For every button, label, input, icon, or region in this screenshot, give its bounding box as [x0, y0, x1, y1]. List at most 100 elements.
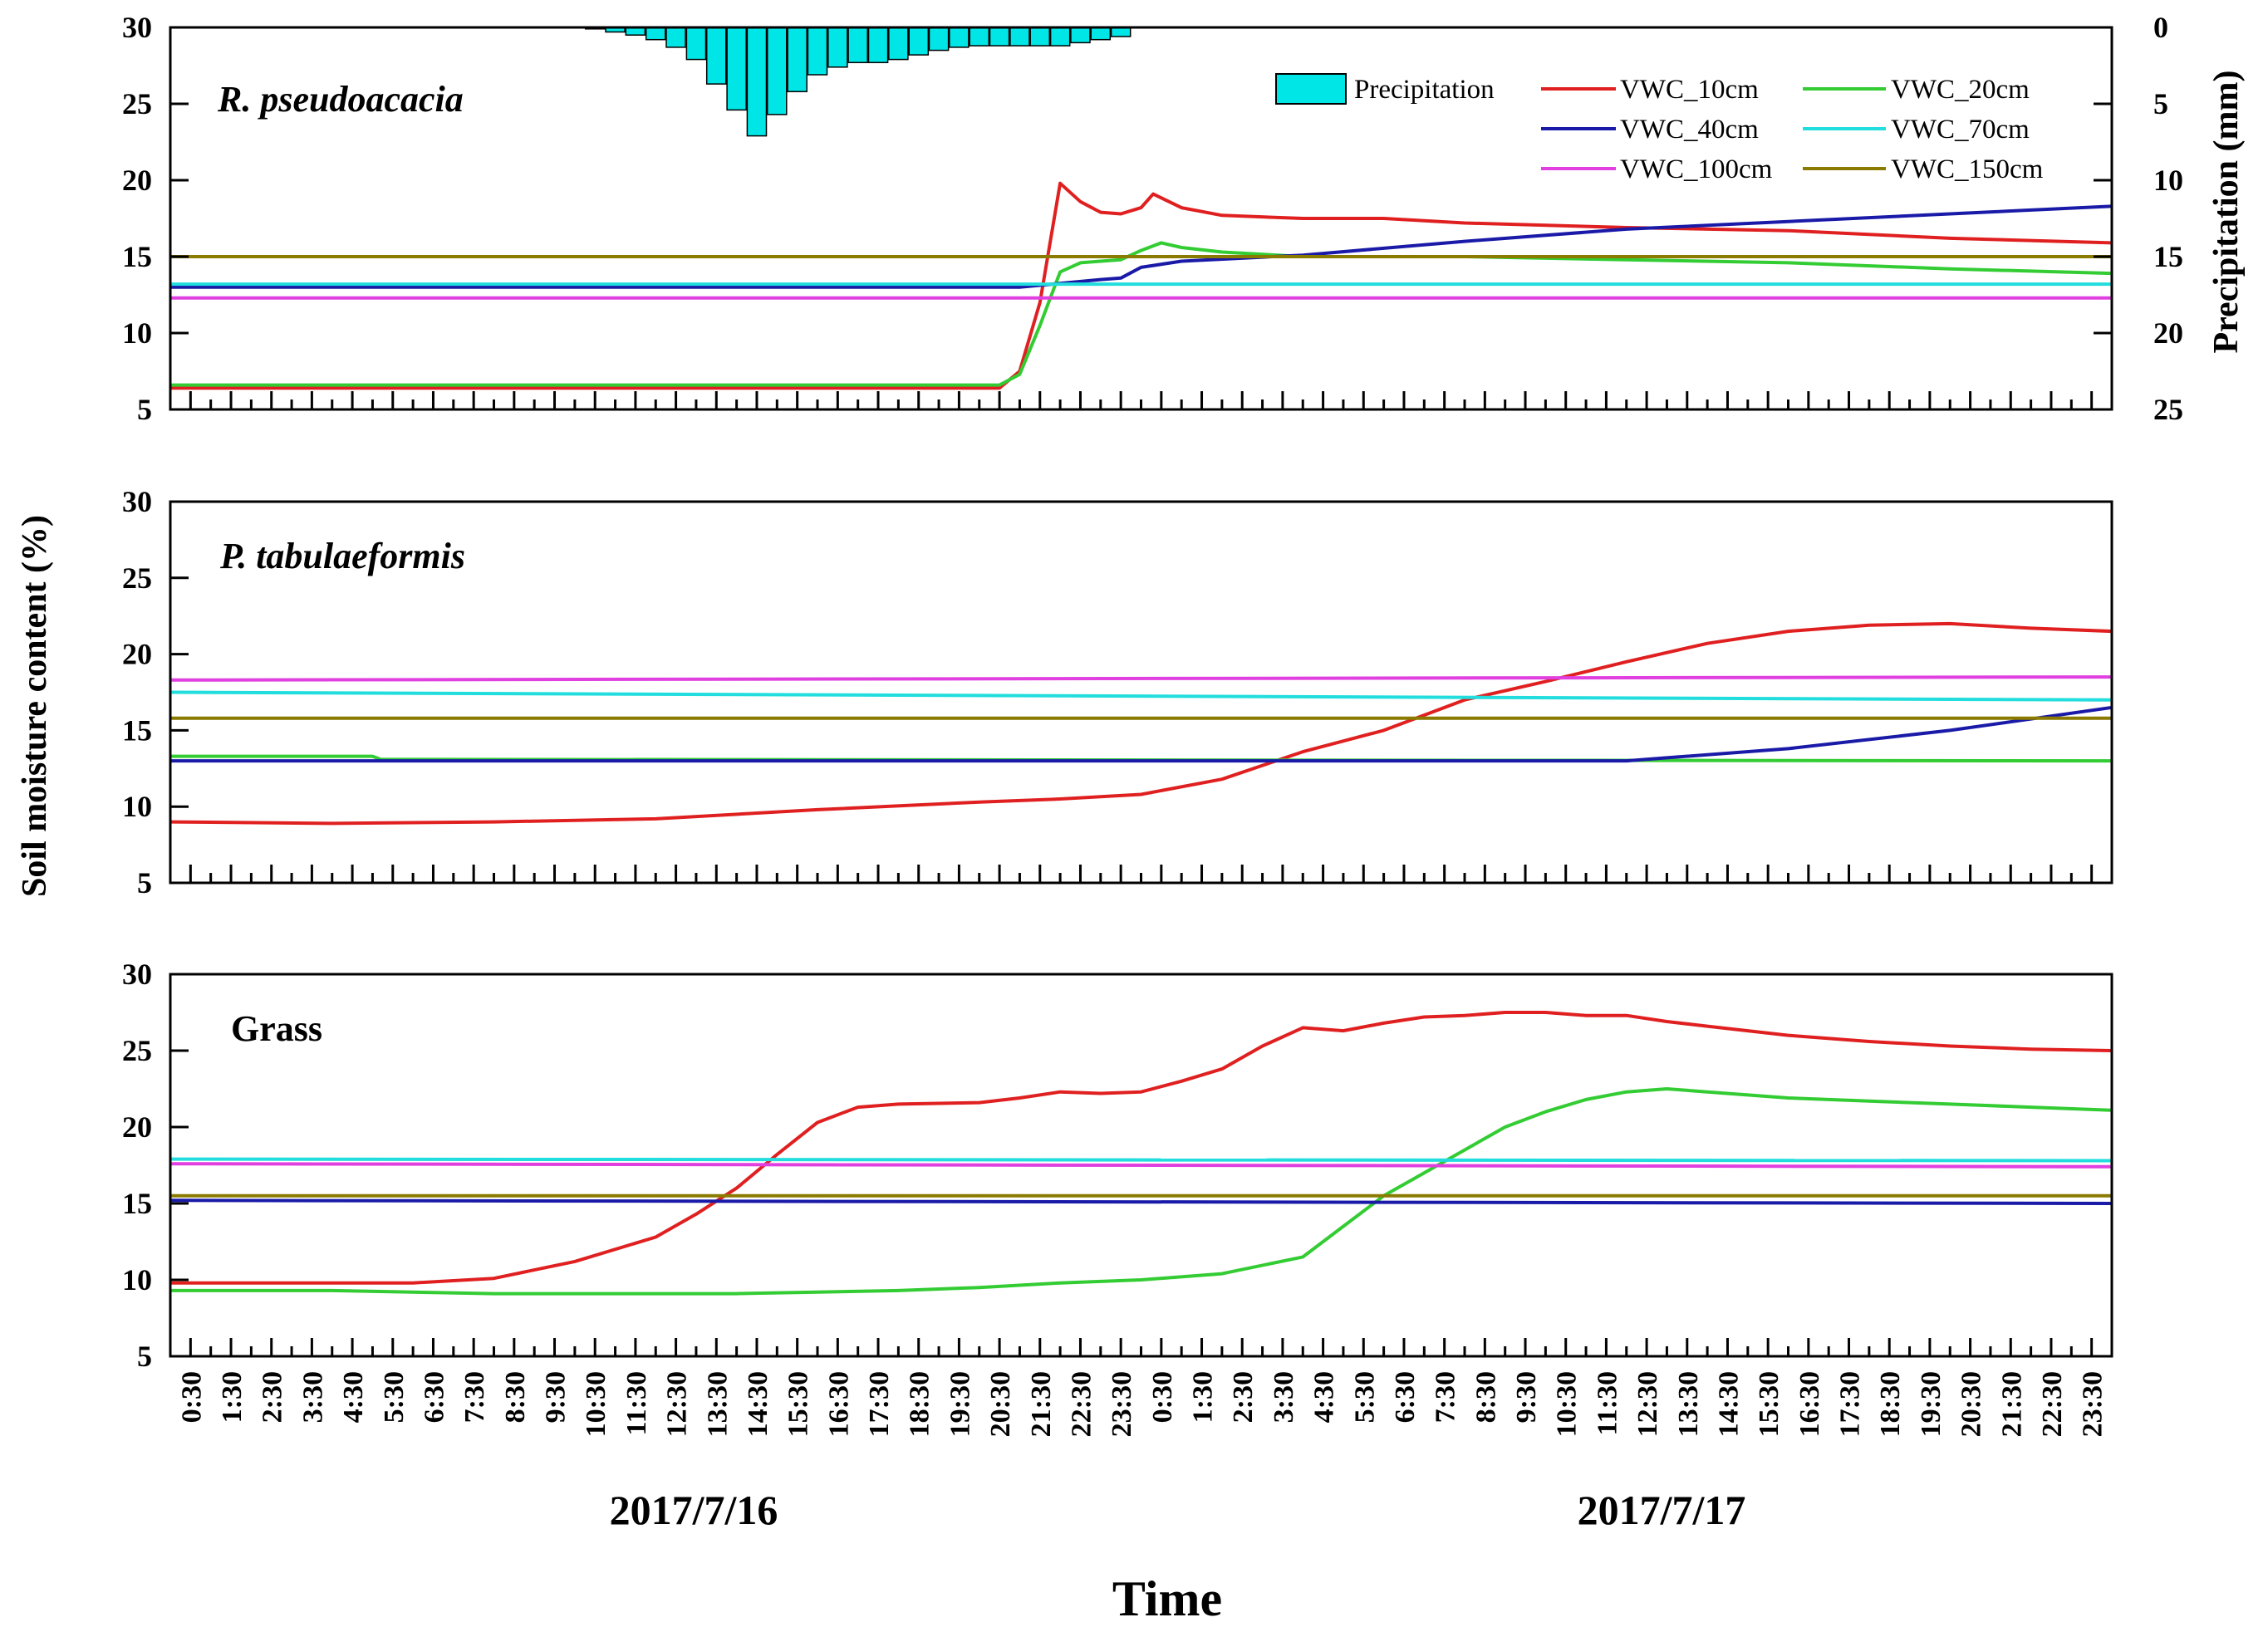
precipitation-bar [908, 27, 930, 56]
precipitation-bar [1090, 27, 1112, 41]
y-tick-label: 30 [122, 11, 152, 44]
x-tick-label: 9:30 [1511, 1371, 1542, 1423]
series-line-vwc-70cm [169, 690, 2113, 702]
y-tick-label: 25 [122, 1034, 152, 1067]
precipitation-bar [989, 27, 1010, 47]
precipitation-bar [969, 27, 990, 47]
x-tick-label: 12:30 [1632, 1371, 1663, 1437]
precipitation-bar [888, 27, 909, 61]
series-line-vwc-40cm [170, 705, 2113, 763]
y-tick-label: 5 [137, 1340, 152, 1373]
precipitation-bar [685, 27, 707, 61]
panel-title-p-tabulaeformis: P. tabulaeformis [219, 536, 465, 576]
precipitation-bar [847, 27, 868, 64]
x-tick-label: 6:30 [1390, 1371, 1421, 1423]
precipitation-bar [1070, 27, 1091, 44]
y2-tick-label: 15 [2153, 240, 2183, 273]
x-tick-label: 14:30 [743, 1371, 773, 1437]
legend-label-vwc-40cm: VWC_40cm [1620, 115, 1759, 145]
x-tick-label: 1:30 [1188, 1371, 1219, 1423]
legend-label-vwc-100cm: VWC_100cm [1620, 154, 1773, 184]
y-tick-label: 5 [137, 866, 152, 899]
x-tick-label: 22:30 [2037, 1371, 2068, 1437]
x-tick-label: 15:30 [1754, 1371, 1784, 1437]
x-tick-label: 15:30 [783, 1371, 814, 1437]
x-tick-label: 21:30 [1026, 1371, 1057, 1437]
y-tick-label: 15 [122, 1187, 152, 1220]
legend-label-vwc-150cm: VWC_150cm [1891, 154, 2044, 184]
x-tick-label: 23:30 [1107, 1371, 1137, 1437]
series-line-vwc-10cm [170, 1011, 2113, 1285]
legend-label-vwc-10cm: VWC_10cm [1620, 75, 1759, 105]
legend-label-vwc-70cm: VWC_70cm [1891, 115, 2030, 145]
y2-tick-label: 10 [2153, 164, 2183, 197]
x-tick-label: 22:30 [1067, 1371, 1097, 1437]
precipitation-bar [807, 27, 828, 76]
x-tick-label: 21:30 [1996, 1371, 2027, 1437]
series-line-vwc-70cm [169, 1157, 2113, 1163]
y-tick-label: 20 [122, 638, 152, 671]
x-tick-label: 8:30 [500, 1371, 531, 1423]
x-tick-label: 23:30 [2078, 1371, 2108, 1437]
precipitation-axis-title: Precipitation (mm) [2207, 71, 2246, 354]
y-tick-label: 10 [122, 1263, 152, 1296]
precipitation-bar [665, 27, 686, 48]
precipitation-bar [949, 27, 970, 48]
y2-tick-label: 25 [2153, 393, 2183, 426]
legend: Precipitation VWC_10cm VWC_20cm VWC_40cm… [1275, 73, 2044, 184]
series-line-vwc-10cm [169, 621, 2113, 826]
precipitation-bar [867, 27, 889, 64]
x-tick-label: 4:30 [1309, 1371, 1340, 1423]
precipitation-bar [705, 27, 727, 85]
legend-swatch-precipitation [1275, 73, 1347, 105]
y-tick-label: 30 [122, 958, 152, 991]
y-tick-label: 10 [122, 790, 152, 823]
x-tick-label: 5:30 [1349, 1371, 1380, 1423]
y-tick-label: 10 [122, 316, 152, 350]
series-line-vwc-40cm [170, 204, 2113, 289]
panel-title-grass: Grass [231, 1008, 322, 1049]
precipitation-bar [1009, 27, 1030, 47]
x-tick-label: 2:30 [1228, 1371, 1259, 1423]
date-label-day2: 2017/7/17 [1578, 1487, 1746, 1533]
precipitation-bar [1110, 27, 1132, 37]
x-tick-label: 2:30 [258, 1371, 288, 1423]
panel-grass: 5 10 15 20 25 30 [122, 958, 2113, 1373]
series-line-vwc-40cm [169, 1198, 2113, 1205]
x-tick-label: 9:30 [541, 1371, 572, 1423]
x-tick-label: 17:30 [864, 1371, 895, 1437]
precipitation-bar [787, 27, 808, 93]
x-tick-label: 3:30 [1269, 1371, 1299, 1423]
precipitation-bar [766, 27, 788, 115]
series-line-vwc-100cm [169, 675, 2113, 682]
panel-r-pseudoacacia: 5 10 15 20 25 30 0 5 10 15 20 25 [122, 11, 2183, 426]
x-tick-label: 19:30 [945, 1371, 975, 1437]
x-axis-title: Time [1112, 1571, 1222, 1626]
x-tick-label: 20:30 [985, 1371, 1016, 1437]
x-tick-label: 5:30 [379, 1371, 410, 1423]
legend-label-precipitation: Precipitation [1354, 75, 1495, 105]
y-axis-title: Soil moisture content (%) [16, 515, 54, 897]
series-line-vwc-100cm [169, 1162, 2113, 1169]
x-tick-labels: 0:30 1:30 2:30 3:30 4:30 5:30 6:30 7:30 8:30 9:30… [176, 1371, 2108, 1437]
x-tick-label: 10:30 [1552, 1371, 1583, 1437]
x-tick-label: 20:30 [1956, 1371, 1987, 1437]
x-tick-label: 0:30 [1147, 1371, 1178, 1423]
y-tick-label: 30 [122, 485, 152, 518]
x-tick-label: 17:30 [1835, 1371, 1866, 1437]
x-tick-label: 13:30 [702, 1371, 733, 1437]
x-tick-label: 14:30 [1714, 1371, 1745, 1437]
x-tick-label: 11:30 [621, 1371, 652, 1435]
precipitation-bar [726, 27, 747, 111]
x-tick-label: 7:30 [459, 1371, 490, 1423]
precipitation-bar [746, 27, 768, 137]
y-tick-label: 5 [137, 393, 152, 426]
x-tick-label: 6:30 [420, 1371, 450, 1423]
y2-tick-label: 20 [2153, 316, 2183, 350]
x-tick-label: 18:30 [905, 1371, 935, 1437]
y2-tick-label: 0 [2153, 11, 2168, 44]
x-tick-label: 4:30 [338, 1371, 369, 1423]
y-tick-label: 25 [122, 87, 152, 120]
x-tick-label: 0:30 [176, 1371, 207, 1423]
